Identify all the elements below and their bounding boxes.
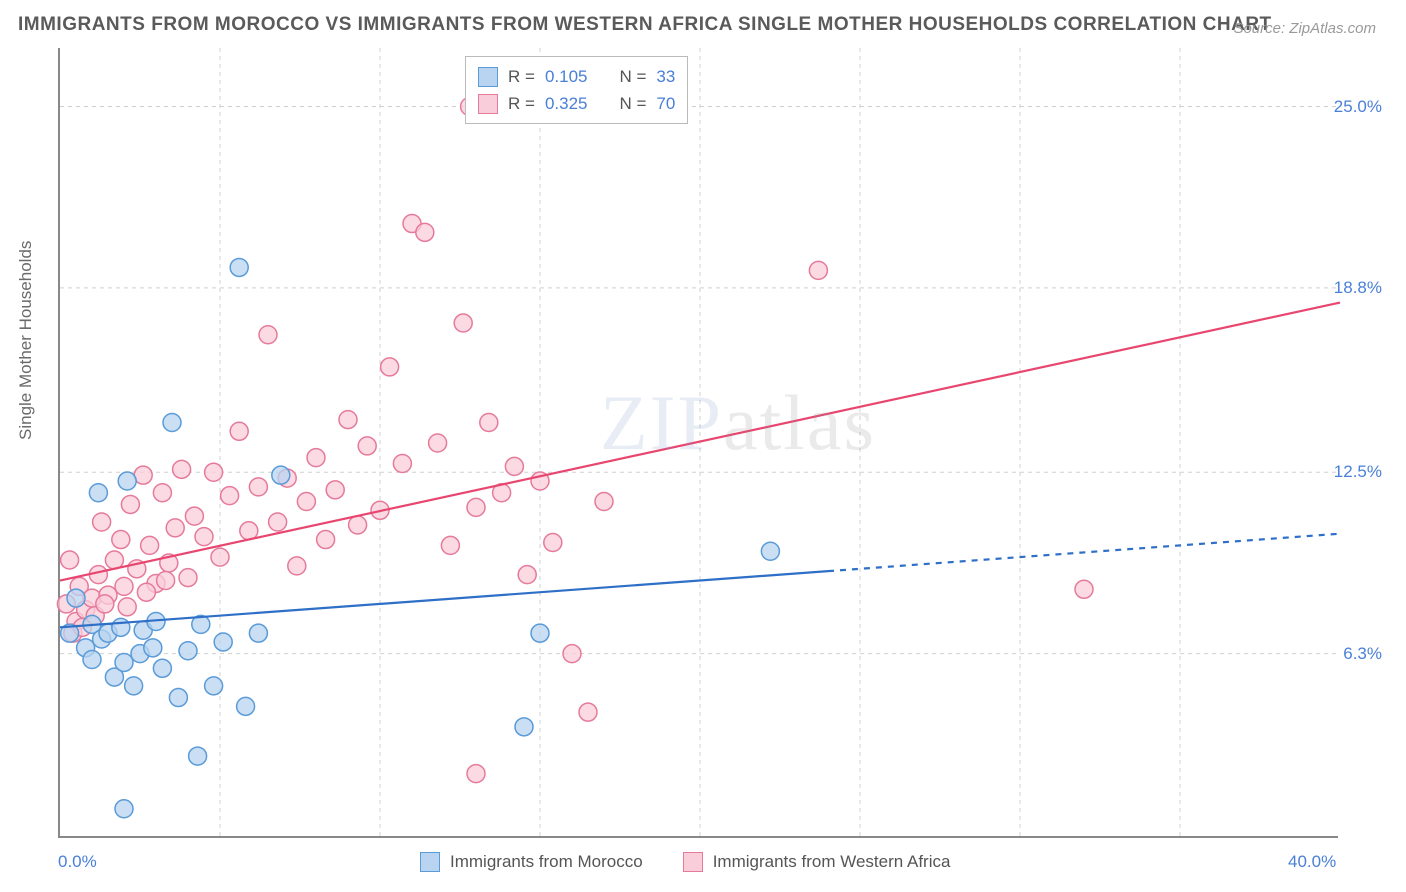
source-label: Source: ZipAtlas.com: [1233, 20, 1376, 37]
legend-series: Immigrants from Morocco Immigrants from …: [420, 852, 950, 872]
n-value-1: 70: [656, 90, 675, 117]
r-label: R =: [508, 90, 535, 117]
legend-swatch-morocco-b: [420, 852, 440, 872]
legend-label-morocco: Immigrants from Morocco: [450, 852, 643, 872]
r-value-1: 0.325: [545, 90, 588, 117]
n-label: N =: [619, 90, 646, 117]
legend-item-morocco: Immigrants from Morocco: [420, 852, 643, 872]
x-tick-label: 40.0%: [1288, 852, 1336, 872]
n-label: N =: [619, 63, 646, 90]
y-axis-label: Single Mother Households: [16, 241, 36, 440]
legend-stats: R = 0.105 N = 33 R = 0.325 N = 70: [465, 56, 688, 124]
legend-item-wafrica: Immigrants from Western Africa: [683, 852, 951, 872]
y-tick-label: 25.0%: [1334, 97, 1382, 117]
r-value-0: 0.105: [545, 63, 588, 90]
chart-title: IMMIGRANTS FROM MOROCCO VS IMMIGRANTS FR…: [18, 14, 1272, 36]
scatter-plot: [60, 48, 1340, 838]
x-tick-label: 0.0%: [58, 852, 97, 872]
legend-swatch-wafrica: [478, 94, 498, 114]
plot-area: ZIPatlas: [58, 48, 1338, 838]
legend-swatch-wafrica-b: [683, 852, 703, 872]
r-label: R =: [508, 63, 535, 90]
legend-label-wafrica: Immigrants from Western Africa: [713, 852, 951, 872]
y-tick-label: 12.5%: [1334, 462, 1382, 482]
legend-stats-row-1: R = 0.325 N = 70: [478, 90, 675, 117]
y-tick-label: 18.8%: [1334, 278, 1382, 298]
y-tick-label: 6.3%: [1343, 644, 1382, 664]
legend-stats-row-0: R = 0.105 N = 33: [478, 63, 675, 90]
n-value-0: 33: [656, 63, 675, 90]
legend-swatch-morocco: [478, 67, 498, 87]
